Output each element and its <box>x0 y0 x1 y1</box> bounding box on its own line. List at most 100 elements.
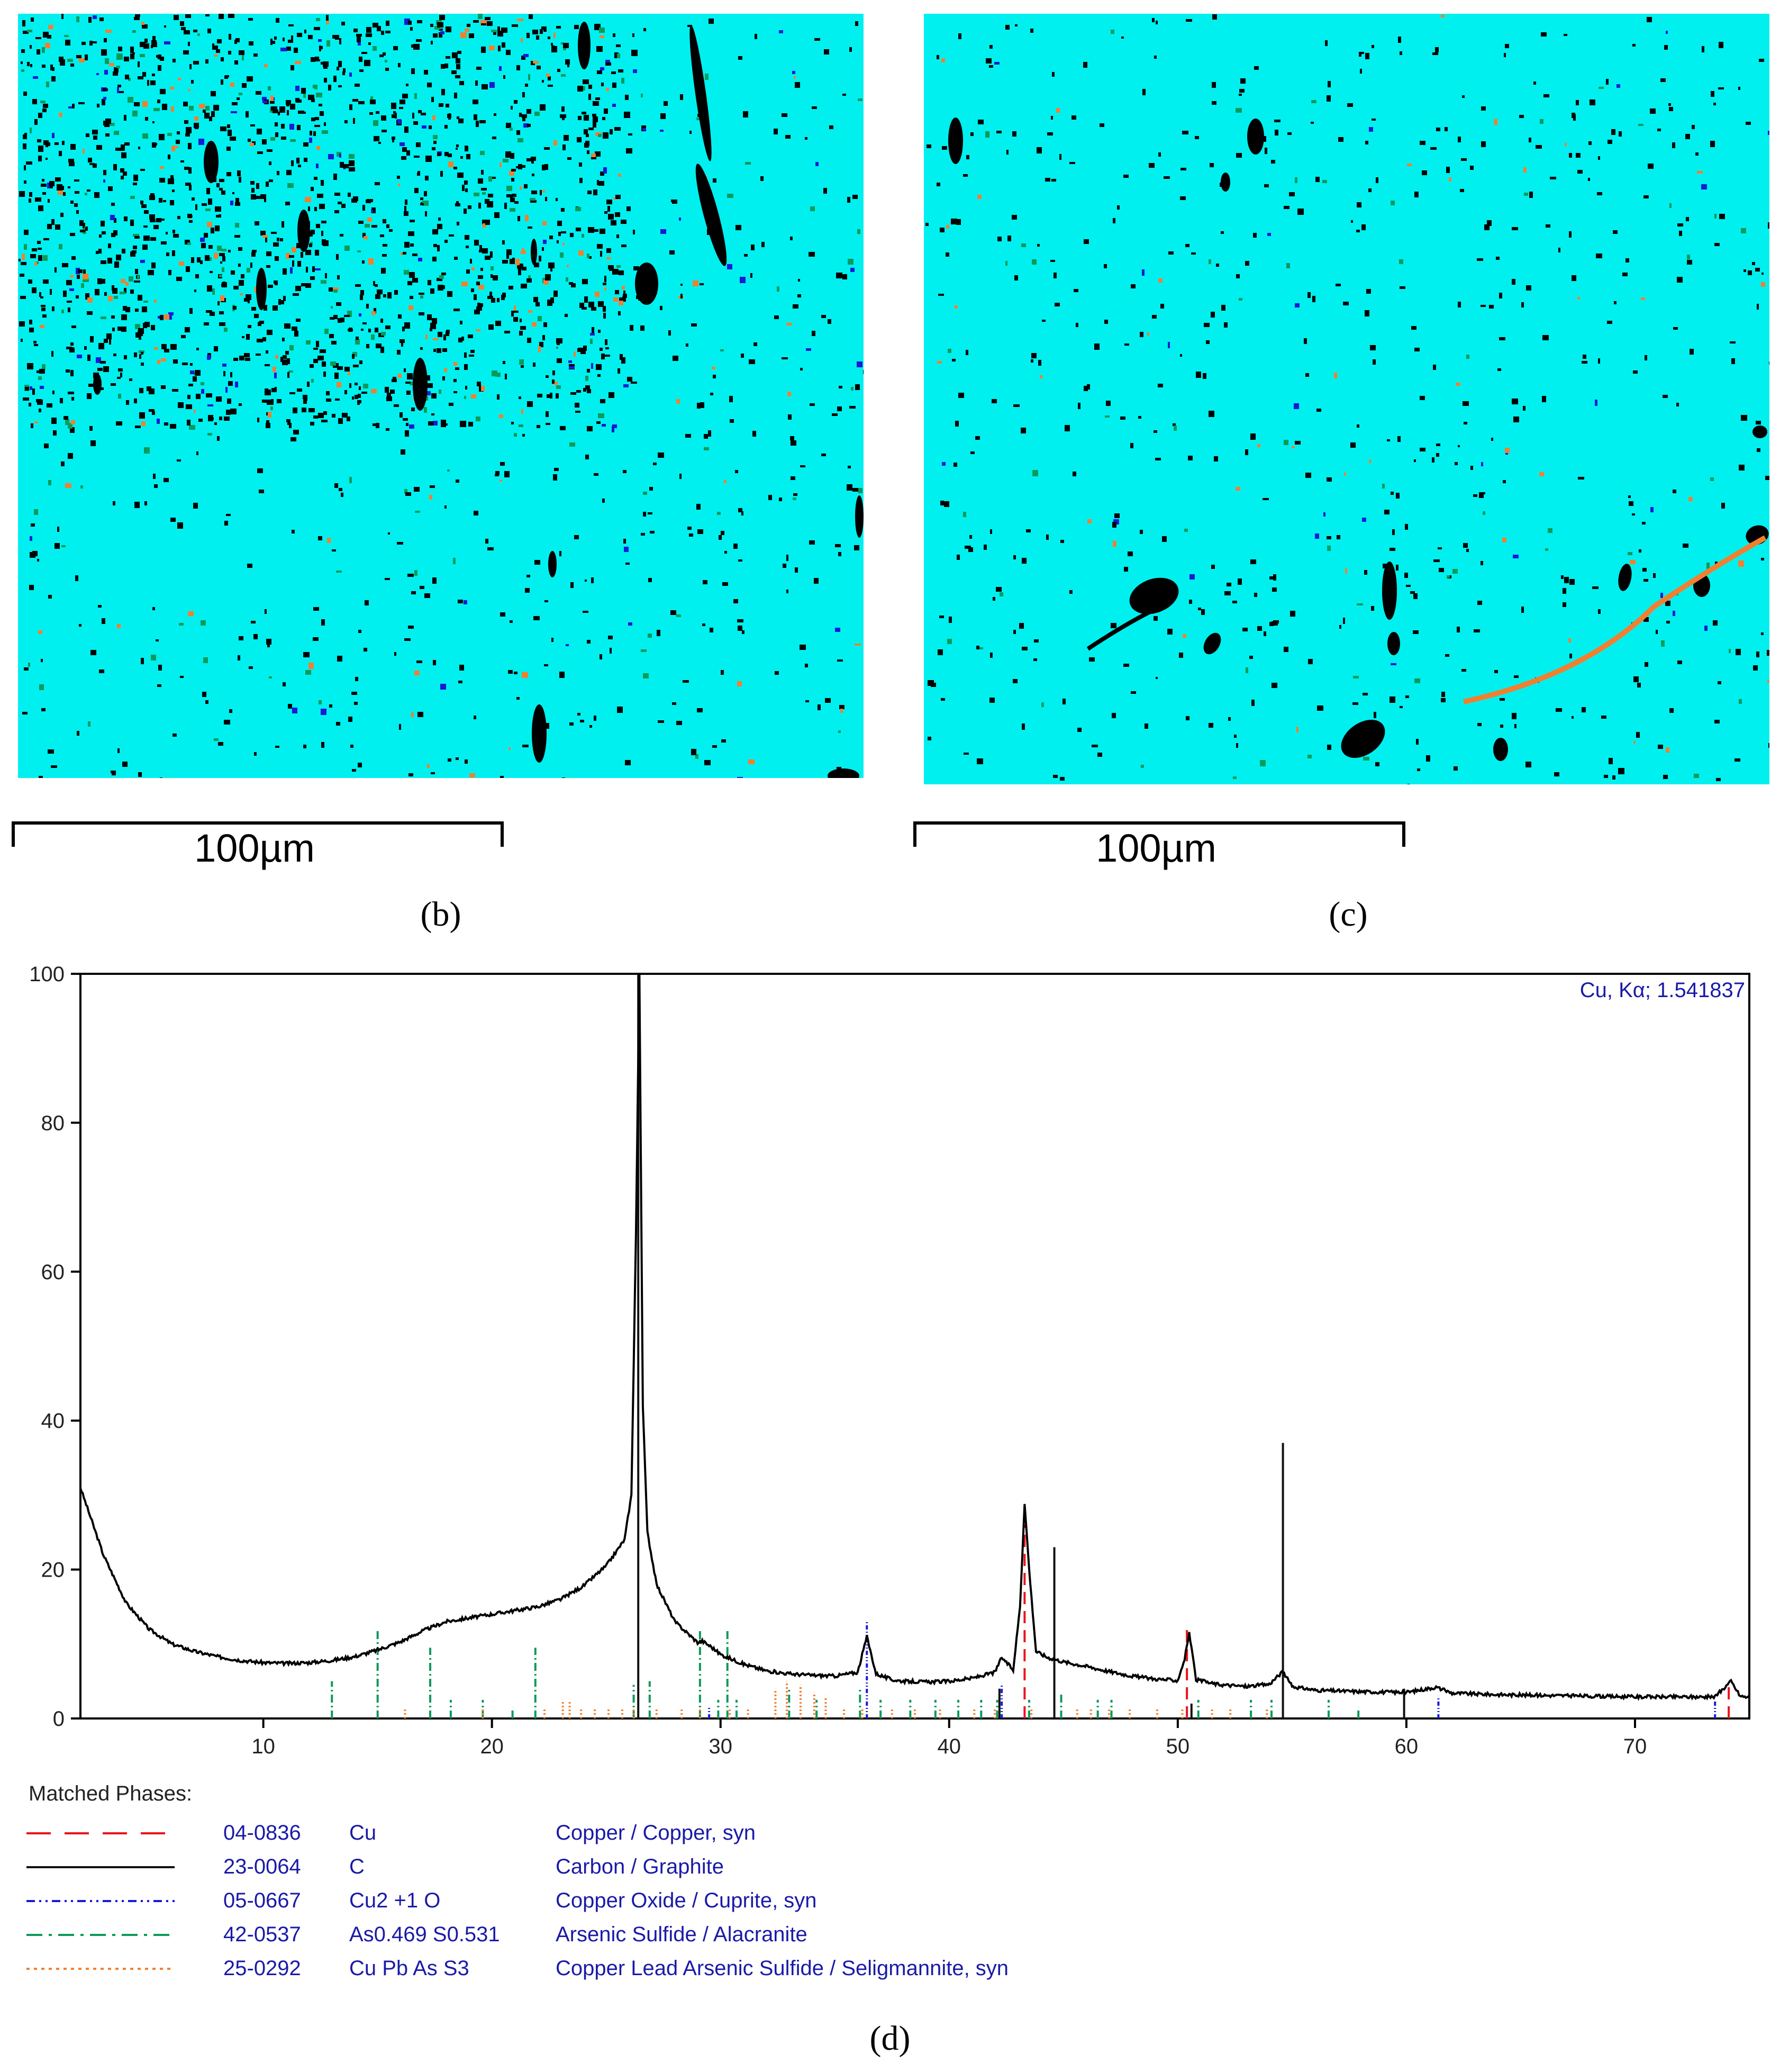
map-speck <box>741 511 743 515</box>
map-speck <box>487 296 493 299</box>
map-speck <box>121 279 125 283</box>
map-speck <box>1433 559 1440 562</box>
map-inclusion <box>1203 632 1221 655</box>
map-speck <box>216 396 222 402</box>
map-speck <box>587 254 589 258</box>
map-speck <box>610 648 612 654</box>
map-speck <box>28 279 32 284</box>
map-speck <box>270 95 274 101</box>
map-speck <box>1460 189 1464 192</box>
map-speck <box>458 338 462 342</box>
map-speck <box>534 560 540 565</box>
map-speck <box>214 738 219 741</box>
map-speck <box>273 242 279 247</box>
map-speck <box>442 376 445 381</box>
map-speck <box>394 404 399 407</box>
map-speck <box>587 150 589 154</box>
map-speck <box>468 205 471 209</box>
map-speck <box>210 271 213 273</box>
map-speck <box>239 50 244 55</box>
map-speck <box>617 707 623 713</box>
map-speck <box>174 15 179 20</box>
map-speck <box>228 51 231 55</box>
map-speck <box>525 215 529 221</box>
map-speck <box>546 375 549 378</box>
map-speck <box>70 144 76 150</box>
map-speck <box>1759 59 1764 62</box>
map-speck <box>239 93 242 95</box>
map-speck <box>133 246 137 249</box>
map-speck <box>521 284 527 288</box>
map-speck <box>821 315 826 318</box>
map-speck <box>172 250 175 256</box>
map-speck <box>141 352 143 355</box>
map-speck <box>37 370 40 373</box>
map-speck <box>1438 547 1442 549</box>
map-speck <box>365 600 369 605</box>
map-speck <box>1577 297 1580 300</box>
map-speck <box>211 228 214 233</box>
map-speck <box>231 270 235 275</box>
map-speck <box>1622 273 1628 276</box>
map-speck <box>621 357 625 364</box>
map-speck <box>1483 492 1485 494</box>
map-speck <box>140 54 145 57</box>
map-speck <box>316 164 319 168</box>
map-speck <box>440 684 446 690</box>
map-speck <box>724 480 726 483</box>
map-speck <box>303 652 310 657</box>
map-speck <box>1606 79 1609 85</box>
map-speck <box>103 179 105 183</box>
map-speck <box>298 165 301 167</box>
map-speck <box>1113 218 1115 223</box>
map-speck <box>1481 141 1486 147</box>
map-speck <box>479 250 484 252</box>
map-speck <box>1441 692 1445 697</box>
map-speck <box>700 402 704 408</box>
map-speck <box>397 176 400 179</box>
map-speck <box>795 82 800 88</box>
map-speck <box>152 42 157 47</box>
map-speck <box>523 54 529 57</box>
map-speck <box>824 49 829 55</box>
map-speck <box>24 165 26 170</box>
map-speck <box>539 342 543 347</box>
map-speck <box>355 677 358 681</box>
map-speck <box>230 372 232 377</box>
map-speck <box>403 252 406 255</box>
map-speck <box>1015 24 1018 26</box>
legend-formula: Cu2 +1 O <box>349 1889 440 1912</box>
map-speck <box>786 555 788 561</box>
map-speck <box>1765 476 1769 480</box>
map-speck <box>1669 708 1674 713</box>
map-speck <box>27 30 32 32</box>
map-speck <box>446 104 449 107</box>
map-speck <box>1405 524 1408 530</box>
map-speck <box>68 186 70 188</box>
map-speck <box>1051 179 1056 182</box>
map-speck <box>1387 439 1390 441</box>
map-speck <box>68 423 72 429</box>
map-speck <box>686 343 688 347</box>
map-speck <box>358 221 364 224</box>
map-speck <box>1683 544 1688 548</box>
map-speck <box>122 762 128 767</box>
map-speck <box>548 263 555 268</box>
map-speck <box>1083 62 1087 68</box>
map-speck <box>117 624 121 628</box>
map-speck <box>633 266 639 270</box>
map-speck <box>461 282 468 286</box>
map-speck <box>370 99 376 104</box>
map-speck <box>1541 32 1547 37</box>
map-speck <box>1661 640 1665 647</box>
map-speck <box>228 130 232 136</box>
map-speck <box>157 684 161 687</box>
map-speck <box>335 399 340 401</box>
map-speck <box>989 698 995 703</box>
map-speck <box>1013 679 1018 683</box>
map-speck <box>717 512 721 515</box>
map-speck <box>398 314 402 319</box>
map-speck <box>357 250 361 252</box>
map-speck <box>417 171 420 173</box>
map-speck <box>559 672 565 678</box>
